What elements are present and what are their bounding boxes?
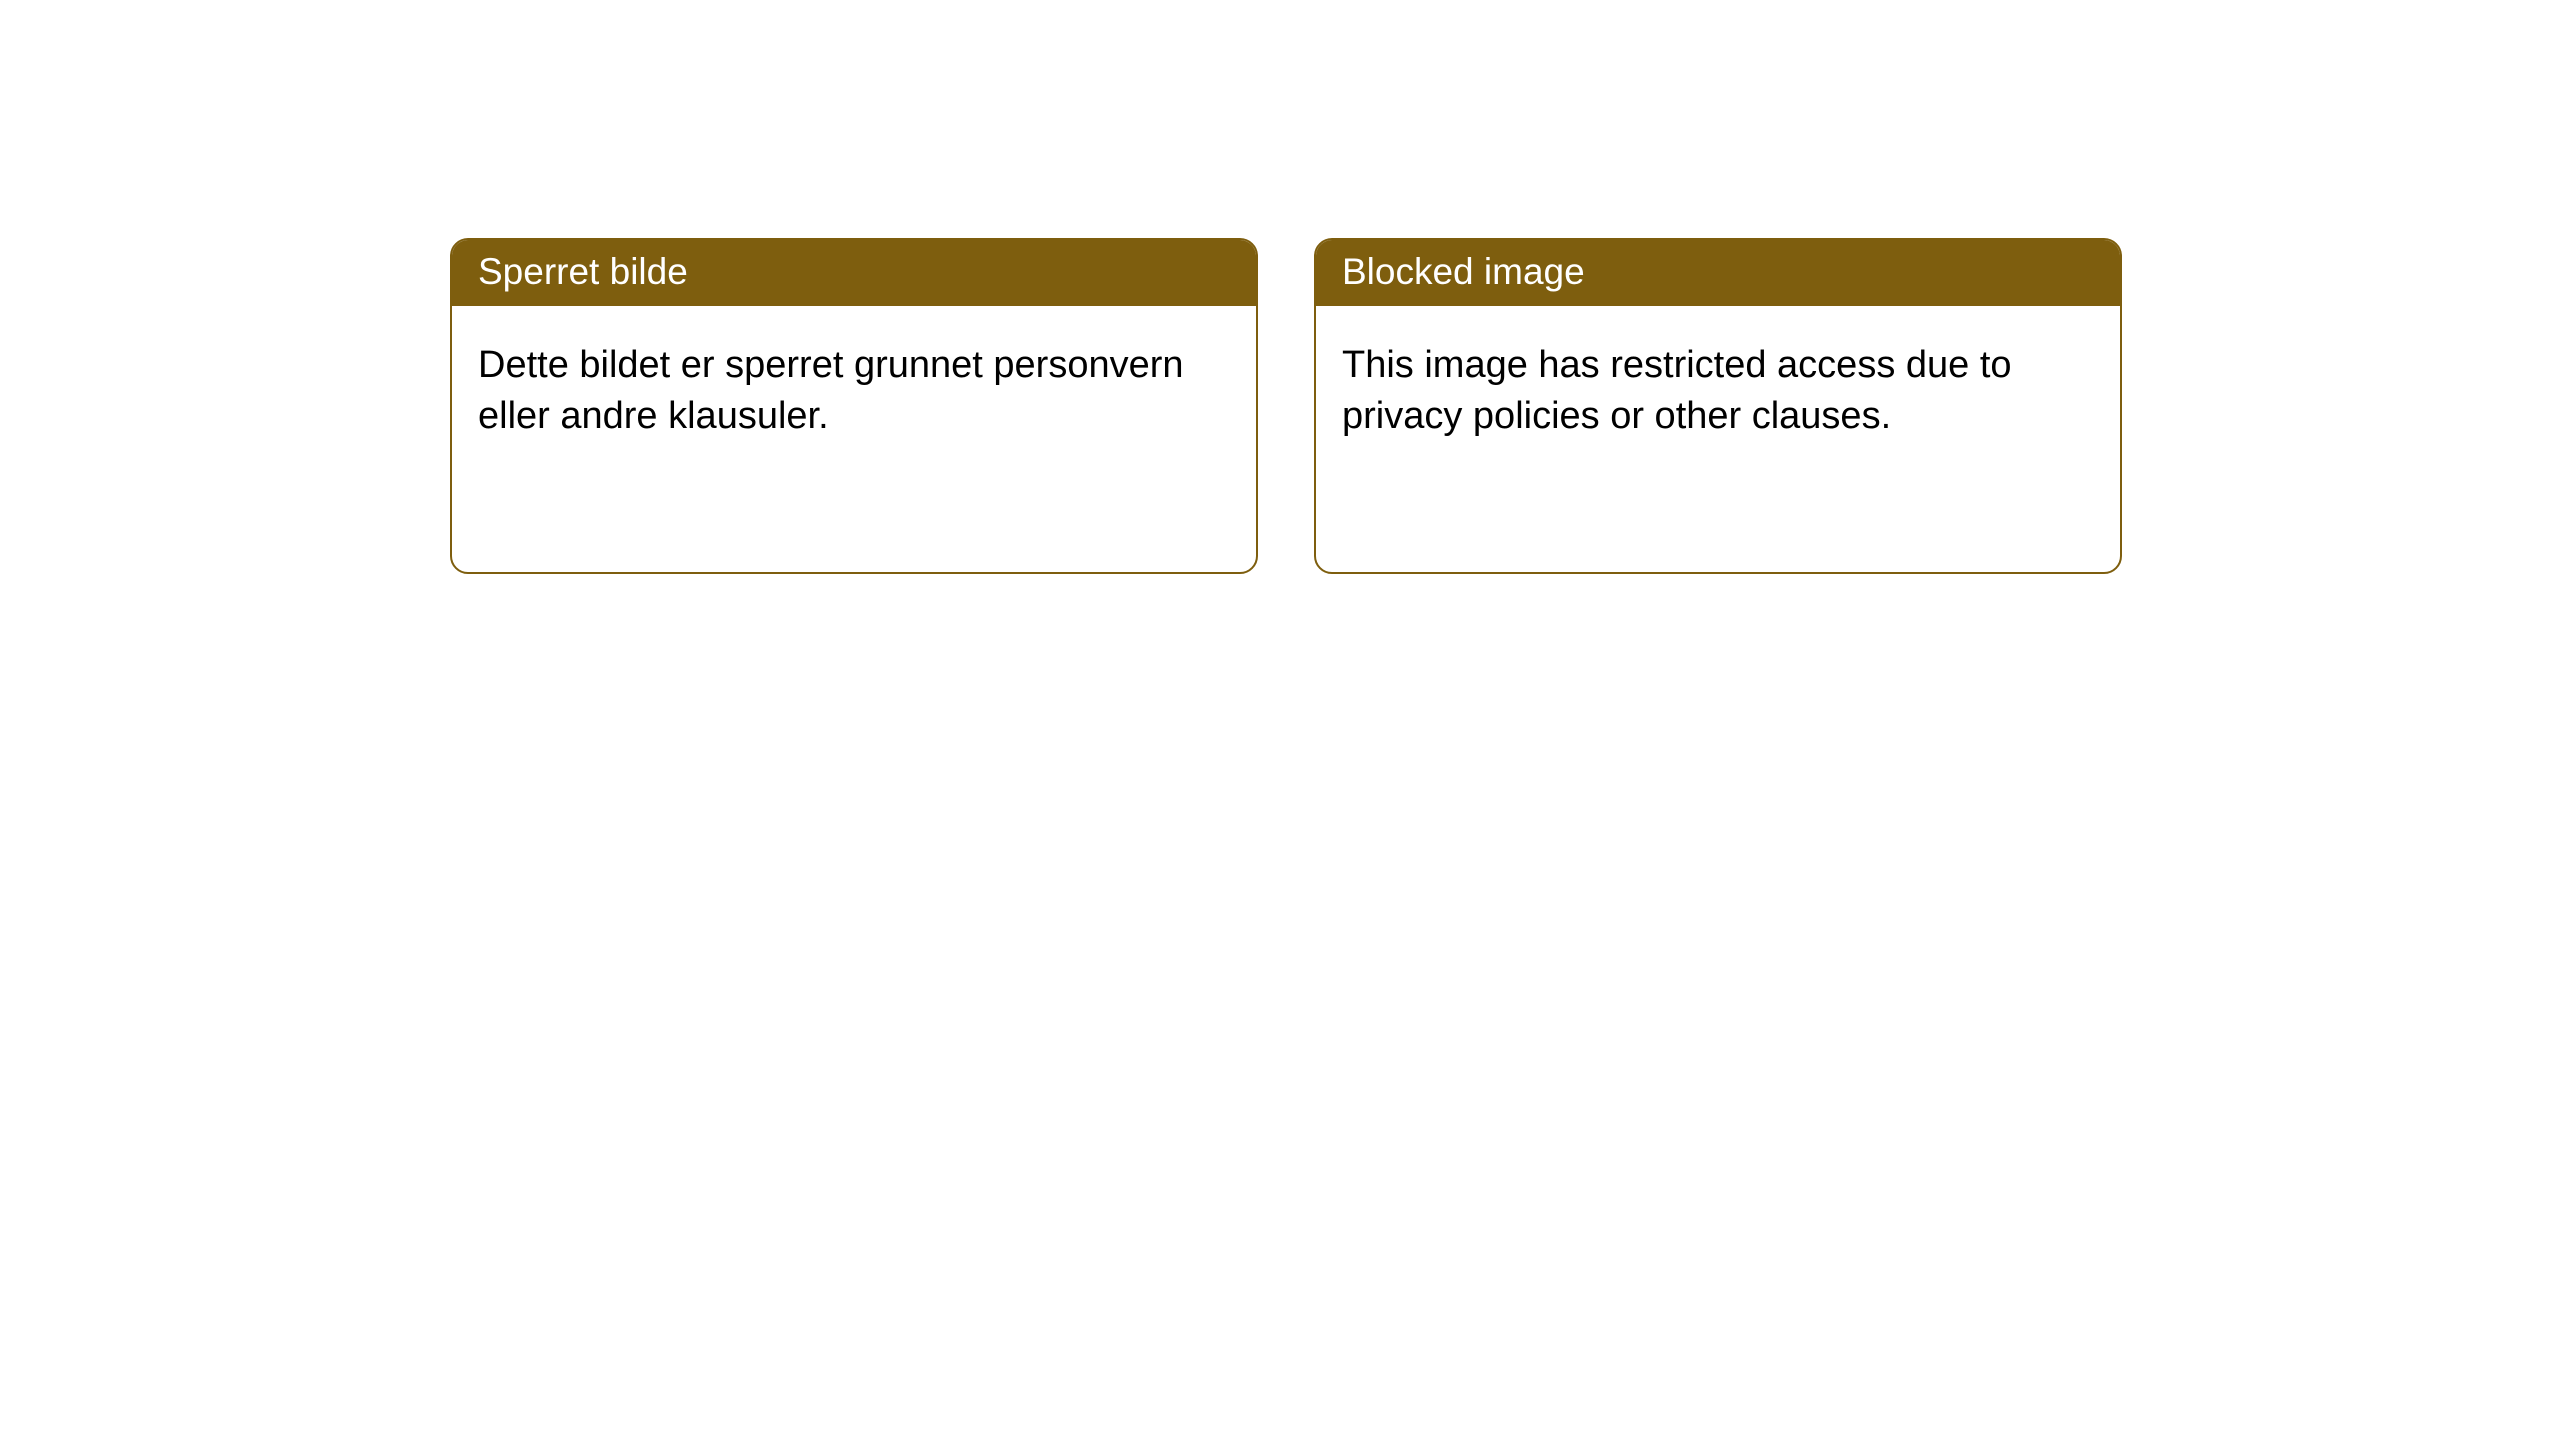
notice-card-norwegian: Sperret bilde Dette bildet er sperret gr…	[450, 238, 1258, 574]
notice-card-english: Blocked image This image has restricted …	[1314, 238, 2122, 574]
notice-title-norwegian: Sperret bilde	[452, 240, 1256, 306]
notice-body-norwegian: Dette bildet er sperret grunnet personve…	[452, 306, 1256, 469]
notice-title-english: Blocked image	[1316, 240, 2120, 306]
notice-container: Sperret bilde Dette bildet er sperret gr…	[0, 0, 2560, 574]
notice-body-english: This image has restricted access due to …	[1316, 306, 2120, 469]
